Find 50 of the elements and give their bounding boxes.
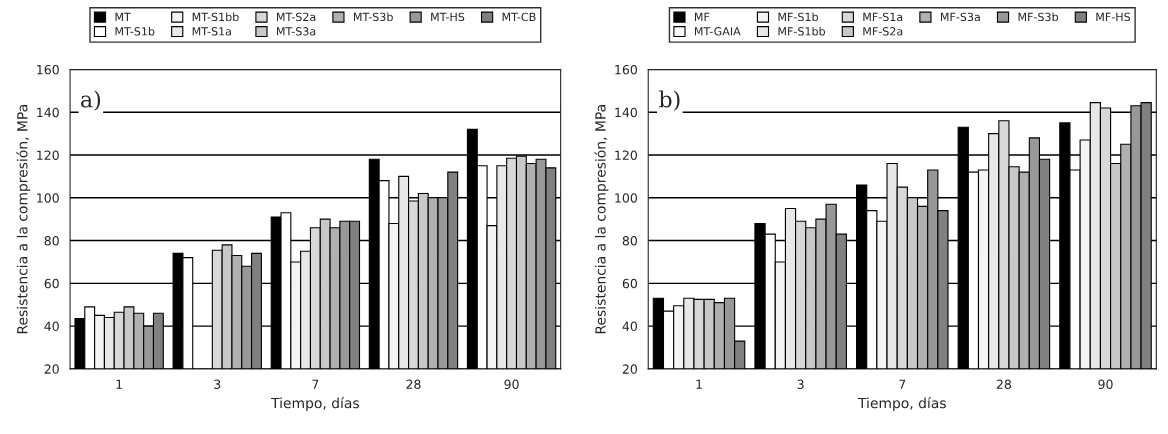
legend-label: MF — [694, 12, 710, 21]
y-tick-label: 140 — [615, 107, 637, 118]
y-tick-label: 40 — [622, 321, 637, 332]
x-axis-title: Tiempo, días — [857, 396, 946, 411]
x-tick-label: 1 — [696, 379, 702, 389]
y-tick-label: 20 — [622, 364, 637, 374]
x-tick-label: 28 — [406, 379, 421, 389]
y-tick-label: 100 — [37, 193, 59, 203]
x-tick-label: 3 — [214, 379, 221, 389]
y-tick-label: 40 — [44, 321, 59, 332]
x-tick-label: 3 — [797, 379, 804, 389]
legend-label: MF-S1a — [863, 12, 903, 22]
y-tick-label: 60 — [44, 278, 59, 289]
legend-label: MF-HS — [1096, 12, 1131, 22]
annotation: a) — [81, 90, 101, 111]
x-tick-label: 7 — [899, 379, 906, 389]
legend-label: MF-S1b — [778, 12, 818, 22]
y-tick-label: 160 — [37, 64, 59, 75]
legend-label: MT-S3b — [353, 12, 393, 22]
y-tick-label: 60 — [622, 278, 637, 289]
x-axis-title: Tiempo, días — [271, 396, 359, 411]
x-tick-label: 90 — [1098, 379, 1113, 389]
legend-label: MT-S1a — [192, 27, 231, 36]
x-tick-label: 7 — [312, 379, 319, 389]
y-axis-title: Resistencia a la compresión, MPa — [594, 105, 609, 334]
legend-label: MT-CB — [502, 12, 536, 22]
legend-label: MT-HS — [431, 12, 465, 22]
legend-label: MT-S3a — [277, 27, 316, 36]
legend-label: MF-S1bb — [778, 26, 826, 36]
legend-label: MF-S3b — [1018, 12, 1059, 22]
x-tick-label: 1 — [116, 379, 122, 389]
y-tick-label: 140 — [37, 107, 59, 118]
y-axis-title: Resistencia a la compresión, MPa — [16, 105, 31, 334]
legend-label: MT-S1bb — [192, 12, 239, 22]
y-tick-label: 80 — [622, 236, 637, 246]
y-tick-label: 120 — [37, 150, 59, 160]
legend-label: MT — [115, 12, 131, 21]
y-tick-label: 160 — [615, 64, 637, 75]
legend-label: MT-S2a — [277, 12, 316, 22]
y-tick-label: 80 — [44, 236, 59, 246]
legend-label: MF-S2a — [863, 27, 903, 36]
legend-label: MT-S1b — [115, 26, 155, 36]
y-tick-label: 20 — [44, 364, 59, 374]
legend-label: MT-GAIA — [694, 27, 741, 36]
x-tick-label: 28 — [996, 379, 1011, 389]
annotation: b) — [659, 90, 680, 111]
y-tick-label: 120 — [615, 150, 637, 160]
x-tick-label: 90 — [504, 379, 519, 389]
legend-label: MF-S3a — [940, 12, 980, 22]
y-tick-label: 100 — [615, 193, 637, 203]
